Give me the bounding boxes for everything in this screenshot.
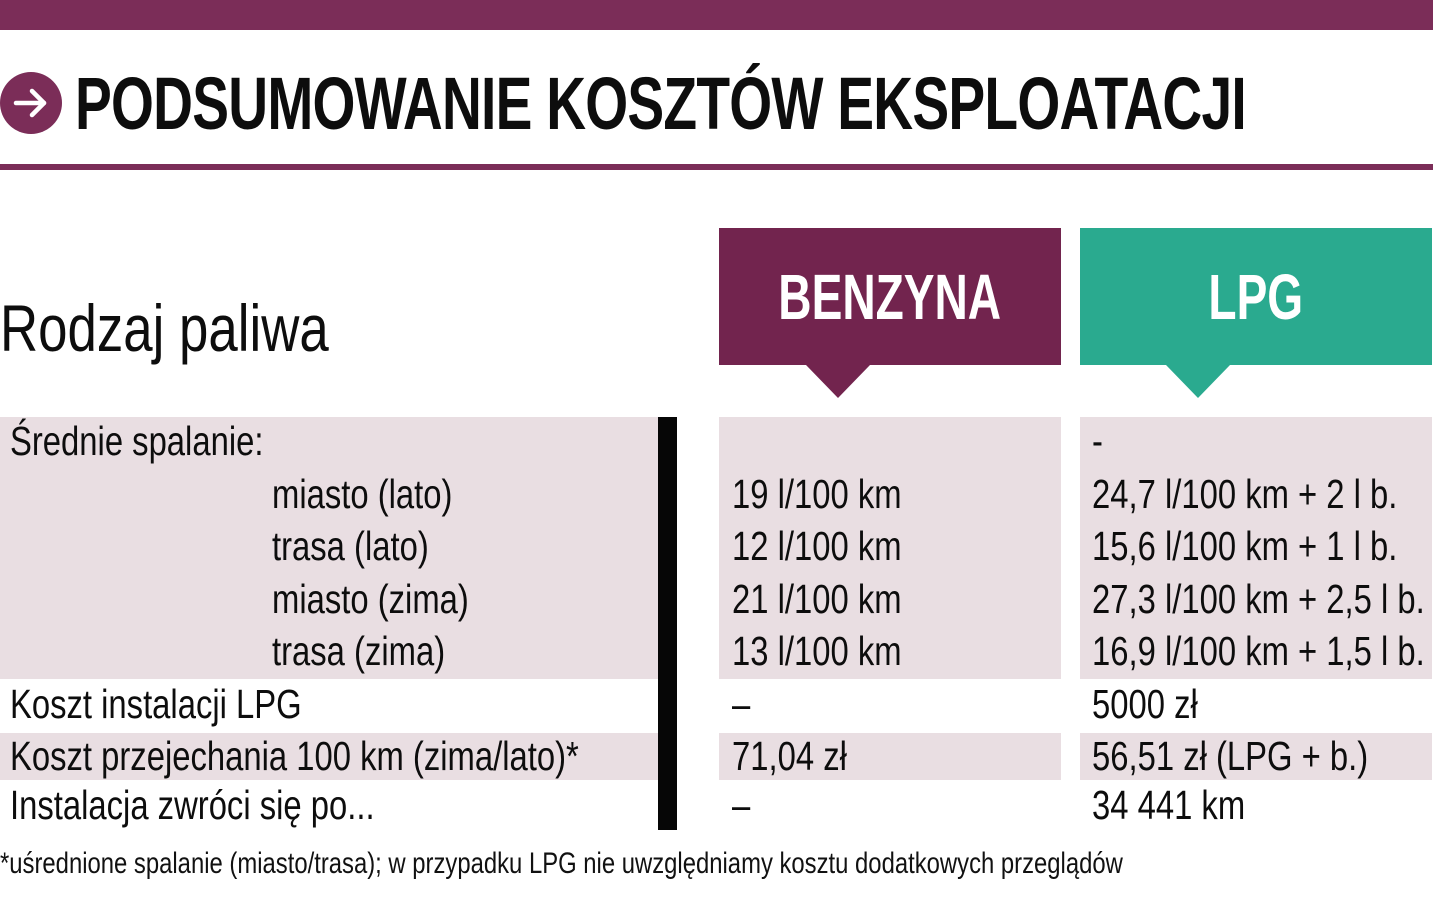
row-band-consumption-label xyxy=(0,417,658,679)
table-cell-lpg: - xyxy=(1092,418,1103,464)
table-row-label: Koszt przejechania 100 km (zima/lato)* xyxy=(10,733,579,779)
table-row-label: Średnie spalanie: xyxy=(10,418,264,464)
table-cell-lpg: 27,3 l/100 km + 2,5 l b. xyxy=(1092,576,1425,622)
benzyna-pointer-triangle xyxy=(806,365,870,398)
column-separator xyxy=(658,417,677,830)
table-row-label: Koszt instalacji LPG xyxy=(10,681,302,727)
table-cell-benzyna: 19 l/100 km xyxy=(732,471,902,517)
table-cell-lpg: 15,6 l/100 km + 1 l b. xyxy=(1092,523,1398,569)
table-cell-benzyna: 71,04 zł xyxy=(732,733,847,779)
table-row-label: miasto (lato) xyxy=(272,471,453,517)
title-divider xyxy=(0,164,1433,170)
table-cell-lpg: 56,51 zł (LPG + b.) xyxy=(1092,733,1369,779)
row-band-consumption-benzyna xyxy=(719,417,1061,679)
table-cell-benzyna: – xyxy=(732,681,751,727)
table-cell-lpg: 16,9 l/100 km + 1,5 l b. xyxy=(1092,628,1425,674)
table-cell-benzyna: 12 l/100 km xyxy=(732,523,902,569)
top-accent-bar xyxy=(0,0,1433,30)
column-header-lpg: LPG xyxy=(1080,228,1432,365)
page-title: PODSUMOWANIE KOSZTÓW EKSPLOATACJI xyxy=(75,62,1247,145)
table-row-label: trasa (zima) xyxy=(272,628,446,674)
arrow-right-icon xyxy=(0,72,62,134)
footnote: *uśrednione spalanie (miasto/trasa); w p… xyxy=(0,847,1123,880)
table-row-label: Instalacja zwróci się po... xyxy=(10,782,375,828)
column-header-benzyna: BENZYNA xyxy=(719,228,1061,365)
table-row-label: trasa (lato) xyxy=(272,523,429,569)
table-row-label: miasto (zima) xyxy=(272,576,469,622)
row-header-label: Rodzaj paliwa xyxy=(0,291,329,365)
row-band-cost-label xyxy=(0,733,658,780)
row-band-cost-lpg xyxy=(1080,733,1432,780)
table-cell-benzyna: 21 l/100 km xyxy=(732,576,902,622)
table-cell-lpg: 5000 zł xyxy=(1092,681,1198,727)
row-band-consumption-lpg xyxy=(1080,417,1432,679)
table-cell-benzyna: – xyxy=(732,782,751,828)
lpg-pointer-triangle xyxy=(1166,365,1230,398)
table-cell-benzyna: 13 l/100 km xyxy=(732,628,902,674)
table-cell-lpg: 24,7 l/100 km + 2 l b. xyxy=(1092,471,1398,517)
table-cell-lpg: 34 441 km xyxy=(1092,782,1246,828)
row-band-cost-benzyna xyxy=(719,733,1061,780)
